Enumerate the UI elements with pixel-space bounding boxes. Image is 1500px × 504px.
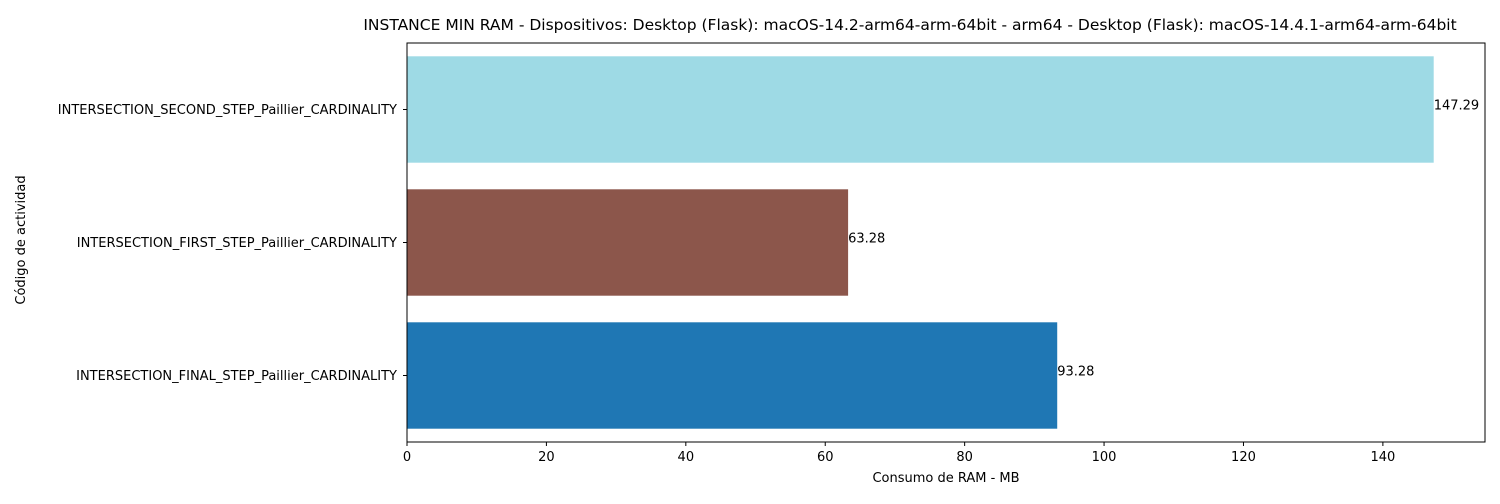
bar-value-label: 63.28: [848, 232, 885, 247]
x-axis-label: Consumo de RAM - MB: [872, 471, 1019, 486]
bars-group: [407, 56, 1434, 429]
bar-1: [407, 322, 1058, 429]
x-tick-label: 80: [956, 450, 973, 465]
x-tick-label: 120: [1231, 450, 1256, 465]
y-axis-ticks: INTERSECTION_FINAL_STEP_Paillier_CARDINA…: [58, 103, 407, 384]
x-tick-label: 20: [538, 450, 555, 465]
y-axis-label: Código de actividad: [14, 175, 29, 304]
x-tick-label: 60: [817, 450, 834, 465]
x-axis-ticks: 0 20 40 60 80 100 120 140: [403, 442, 1395, 465]
value-labels-group: 93.28 63.28 147.29: [848, 99, 1479, 380]
plot-frame: [406, 42, 1486, 443]
bar-2: [407, 189, 849, 296]
chart-title: INSTANCE MIN RAM - Dispositivos: Desktop…: [363, 16, 1456, 34]
x-tick-label: 100: [1092, 450, 1117, 465]
x-tick-label: 40: [678, 450, 695, 465]
y-tick-label: INTERSECTION_SECOND_STEP_Paillier_CARDIN…: [58, 103, 397, 118]
y-tick-label: INTERSECTION_FIRST_STEP_Paillier_CARDINA…: [77, 236, 397, 251]
bar-3: [407, 56, 1434, 163]
bar-value-label: 93.28: [1057, 365, 1094, 380]
bar-value-label: 147.29: [1434, 99, 1480, 114]
x-tick-label: 140: [1370, 450, 1395, 465]
y-tick-label: INTERSECTION_FINAL_STEP_Paillier_CARDINA…: [76, 369, 397, 384]
x-tick-label: 0: [403, 450, 411, 465]
